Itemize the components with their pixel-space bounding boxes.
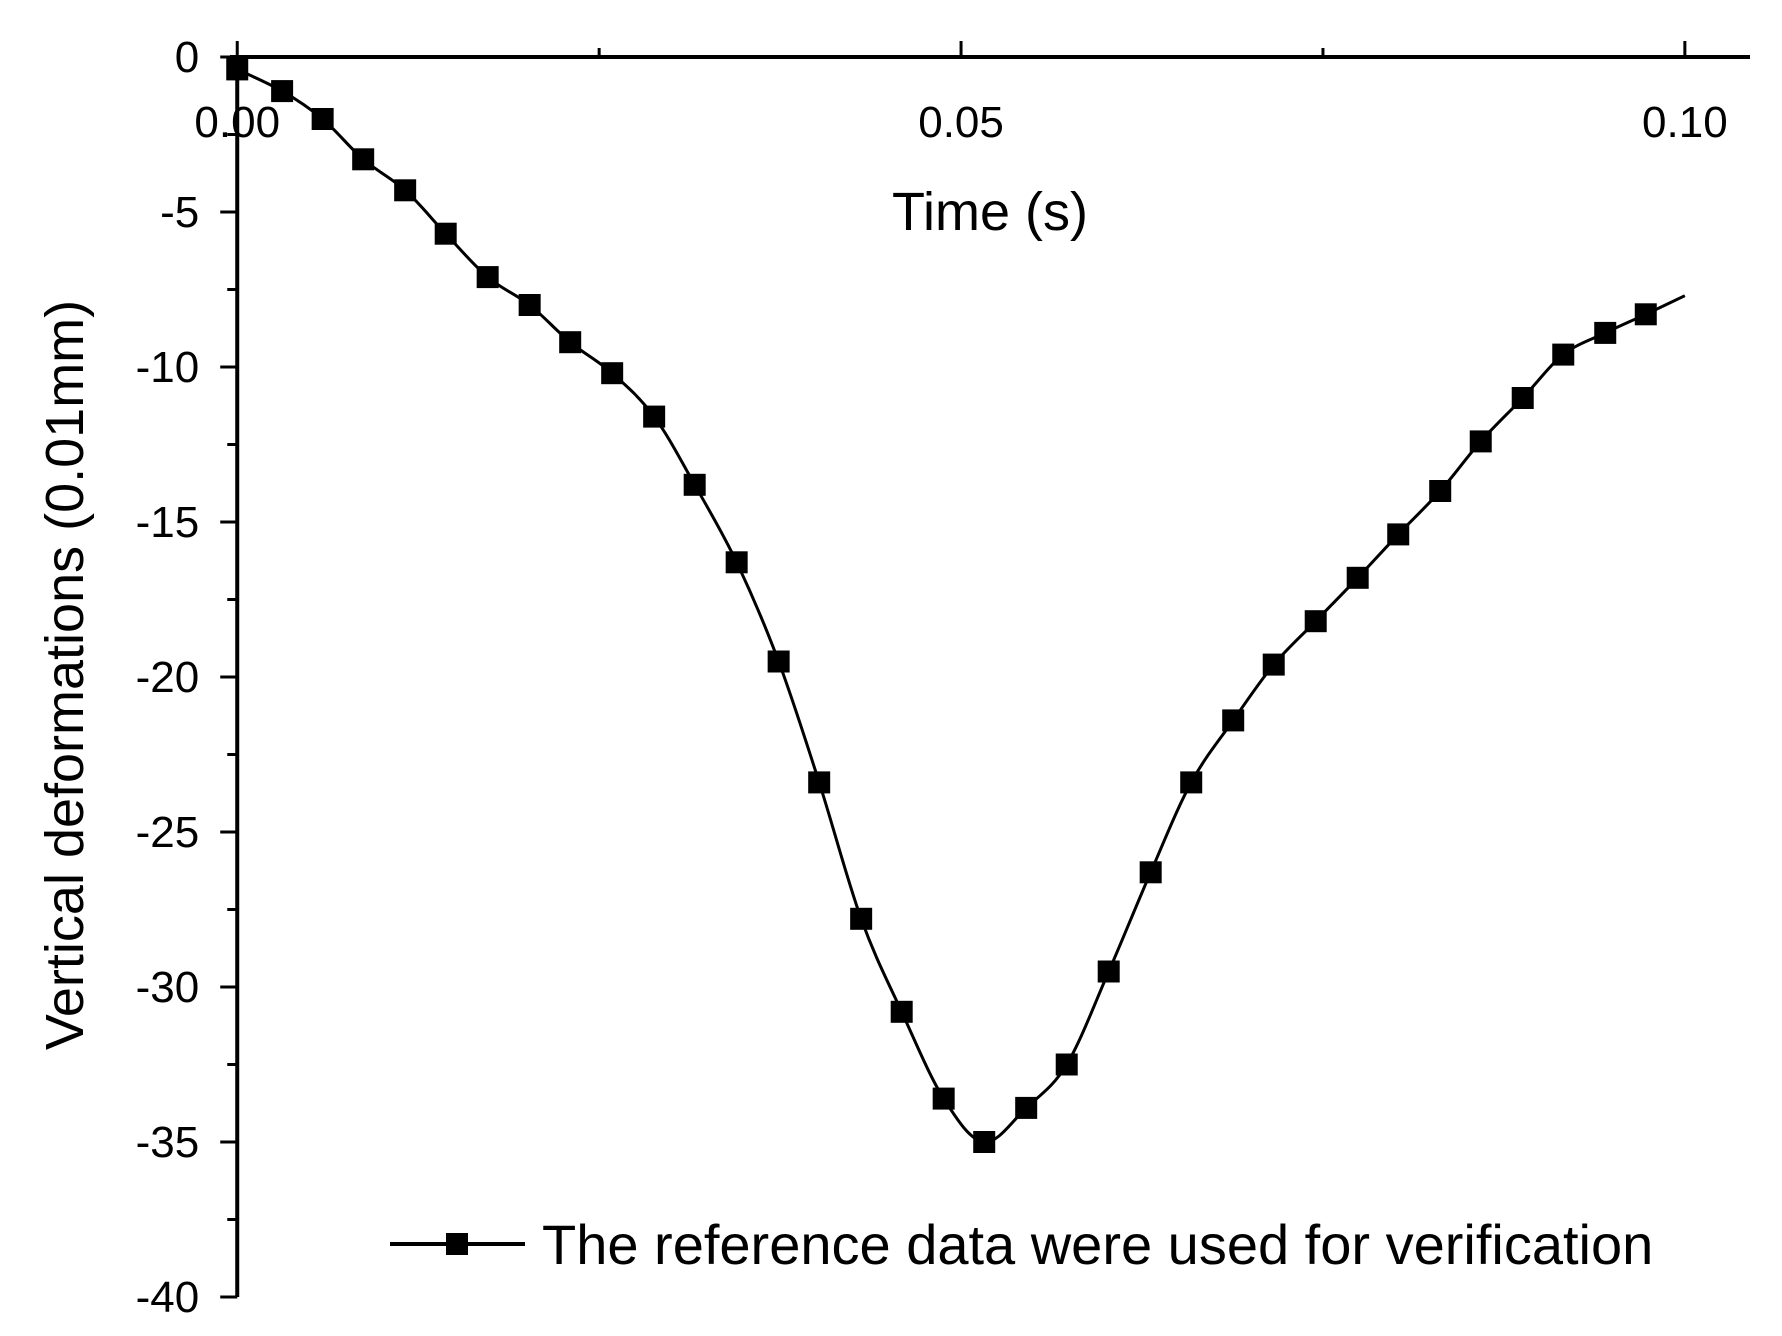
y-tick-label: -25 — [136, 808, 200, 857]
y-axis-title: Vertical deformations (0.01mm) — [35, 300, 95, 1050]
data-point — [643, 405, 666, 428]
data-point — [1262, 653, 1285, 676]
labels-layer: Time (s) Vertical deformations (0.01mm) — [35, 182, 1088, 1050]
data-point — [1552, 343, 1575, 366]
y-tick-label: -15 — [136, 498, 200, 547]
data-point — [890, 1000, 913, 1023]
axes: 0.00 0.05 0.10 0 -5 -10 -15 -20 -25 -30 -35 -40 — [136, 33, 1750, 1322]
data-point — [1511, 387, 1534, 409]
data-point — [1180, 771, 1203, 794]
data-point — [1222, 709, 1245, 732]
y-tick-label: -5 — [160, 188, 199, 237]
data-point — [518, 294, 541, 316]
data-point — [1304, 610, 1327, 633]
data-point — [311, 108, 334, 130]
legend: The reference data were used for verific… — [390, 1213, 1653, 1276]
y-tick-label: -35 — [136, 1118, 200, 1167]
series-layer — [226, 58, 1686, 1153]
data-point — [559, 331, 582, 354]
data-point — [271, 80, 294, 103]
data-point — [476, 266, 499, 289]
data-point — [767, 650, 790, 673]
data-point — [725, 551, 748, 574]
data-point — [1429, 480, 1452, 502]
data-point — [394, 179, 417, 202]
data-point — [932, 1087, 955, 1110]
x-tick-label: 0.10 — [1642, 98, 1728, 147]
y-tick-label: -10 — [136, 343, 200, 392]
legend-marker — [446, 1233, 468, 1255]
data-point — [683, 473, 706, 496]
data-point — [1015, 1096, 1038, 1119]
legend-label: The reference data were used for verific… — [542, 1213, 1653, 1276]
data-point — [1469, 430, 1492, 453]
data-point — [601, 362, 624, 385]
data-point — [1055, 1053, 1078, 1076]
data-point — [352, 148, 375, 171]
data-point — [850, 907, 873, 930]
data-point — [1387, 523, 1410, 546]
data-point — [1097, 960, 1120, 983]
x-tick-label: 0.05 — [918, 98, 1004, 147]
data-point — [1594, 321, 1617, 344]
y-tick-label: -40 — [136, 1273, 200, 1322]
y-tick-label: 0 — [175, 33, 199, 82]
x-axis-title: Time (s) — [892, 182, 1088, 242]
y-tick-label: -20 — [136, 653, 200, 702]
x-tick-label: 0.00 — [194, 98, 280, 147]
data-point — [226, 58, 249, 81]
data-point — [1139, 861, 1162, 884]
data-point — [808, 771, 831, 794]
data-point — [1634, 303, 1657, 326]
data-point — [973, 1131, 996, 1153]
y-tick-label: -30 — [136, 963, 200, 1012]
data-point — [434, 222, 457, 245]
data-point — [1346, 566, 1369, 589]
